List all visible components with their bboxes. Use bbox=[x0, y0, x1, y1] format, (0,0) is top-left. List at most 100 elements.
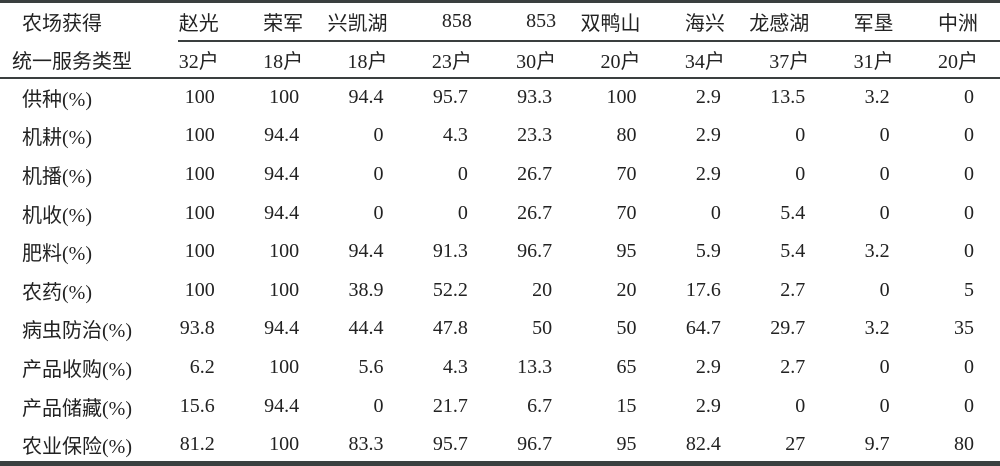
table-cell: 96.7 bbox=[517, 240, 553, 263]
table-row: 农药(%) 100 100 38.9 52.2 20 20 17.6 2.7 0 5 bbox=[0, 271, 1000, 310]
household-count: 31户 bbox=[853, 50, 894, 73]
row-label: 产品储藏(%) bbox=[22, 397, 132, 420]
table-cell: 50 bbox=[532, 317, 553, 340]
row-label: 产品收购(%) bbox=[22, 358, 132, 381]
farm-header: 军垦 bbox=[853, 13, 894, 35]
table-cell: 82.4 bbox=[685, 433, 721, 456]
table-cell: 20 bbox=[616, 278, 637, 301]
table-cell: 100 bbox=[606, 85, 637, 108]
table-row: 机播(%) 100 94.4 0 0 26.7 70 2.9 0 0 0 bbox=[0, 155, 1000, 194]
table-cell: 0 bbox=[879, 201, 890, 224]
table-cell: 70 bbox=[616, 201, 637, 224]
table-cell: 9.7 bbox=[864, 433, 890, 456]
header-bottom-rule bbox=[0, 77, 1000, 79]
table-row: 产品储藏(%) 15.6 94.4 0 21.7 6.7 15 2.9 0 0 0 bbox=[0, 387, 1000, 426]
header-row-farms: 农场获得 赵光 荣军 兴凯湖 858 853 双鸭山 海兴 龙感湖 军垦 中洲 bbox=[0, 3, 1000, 40]
table-cell: 95 bbox=[616, 240, 637, 263]
farm-header: 赵光 bbox=[178, 13, 219, 35]
top-rule bbox=[0, 0, 1000, 3]
row-label: 机收(%) bbox=[22, 204, 92, 227]
table-cell: 0 bbox=[964, 201, 974, 224]
farm-header: 荣军 bbox=[263, 13, 304, 35]
table-cell: 93.3 bbox=[517, 85, 553, 108]
row-label: 病虫防治(%) bbox=[22, 320, 132, 343]
table-cell: 3.2 bbox=[864, 85, 890, 108]
table-cell: 6.2 bbox=[189, 355, 215, 378]
table-cell: 0 bbox=[710, 201, 721, 224]
table-cell: 100 bbox=[184, 240, 215, 263]
table-cell: 94.4 bbox=[348, 85, 384, 108]
household-count: 30户 bbox=[516, 50, 557, 73]
table-cell: 26.7 bbox=[517, 201, 553, 224]
table-cell: 94.4 bbox=[264, 162, 300, 185]
table-cell: 17.6 bbox=[685, 278, 721, 301]
service-type-table: 农场获得 赵光 荣军 兴凯湖 858 853 双鸭山 海兴 龙感湖 军垦 中洲 统一服务类型 32… bbox=[0, 3, 1000, 464]
table-cell: 94.4 bbox=[348, 240, 384, 263]
table-cell: 100 bbox=[269, 433, 300, 456]
table-cell: 0 bbox=[457, 201, 468, 224]
table-cell: 15.6 bbox=[179, 394, 215, 417]
table-cell: 64.7 bbox=[685, 317, 721, 340]
household-count: 32户 bbox=[178, 50, 219, 73]
table-cell: 0 bbox=[373, 394, 384, 417]
table-row: 肥料(%) 100 100 94.4 91.3 96.7 95 5.9 5.4 3.2 0 bbox=[0, 232, 1000, 271]
table-cell: 100 bbox=[184, 162, 215, 185]
table-cell: 100 bbox=[184, 124, 215, 147]
household-count: 18户 bbox=[347, 50, 388, 73]
farm-header: 双鸭山 bbox=[580, 13, 641, 35]
table-cell: 44.4 bbox=[348, 317, 384, 340]
row-label: 肥料(%) bbox=[22, 243, 92, 266]
farm-header: 龙感湖 bbox=[749, 13, 810, 35]
table-cell: 26.7 bbox=[517, 162, 553, 185]
table-cell: 0 bbox=[879, 162, 890, 185]
row-label: 机耕(%) bbox=[22, 127, 92, 150]
table-cell: 95 bbox=[616, 433, 637, 456]
table-cell: 5.4 bbox=[780, 240, 806, 263]
table-row: 产品收购(%) 6.2 100 5.6 4.3 13.3 65 2.9 2.7 0 0 bbox=[0, 348, 1000, 387]
table-cell: 47.8 bbox=[432, 317, 468, 340]
household-count: 37户 bbox=[769, 50, 810, 73]
table-cell: 23.3 bbox=[517, 124, 553, 147]
table-cell: 100 bbox=[184, 85, 215, 108]
table-cell: 4.3 bbox=[442, 124, 468, 147]
table-cell: 38.9 bbox=[348, 278, 384, 301]
table-cell: 95.7 bbox=[432, 85, 468, 108]
table-cell: 100 bbox=[184, 201, 215, 224]
table-cell: 2.9 bbox=[695, 85, 721, 108]
header-mid-rule bbox=[178, 40, 1000, 42]
header-row-households: 统一服务类型 32户 18户 18户 23户 30户 20户 34户 37户 31户 20户 bbox=[0, 40, 1000, 78]
table-row: 病虫防治(%) 93.8 94.4 44.4 47.8 50 50 64.7 29.7 3.2 35 bbox=[0, 310, 1000, 349]
table-cell: 27 bbox=[785, 433, 806, 456]
table-cell: 0 bbox=[795, 394, 806, 417]
table-cell: 0 bbox=[879, 394, 890, 417]
table-cell: 94.4 bbox=[264, 201, 300, 224]
table-cell: 81.2 bbox=[179, 433, 215, 456]
table-row: 机收(%) 100 94.4 0 0 26.7 70 0 5.4 0 0 bbox=[0, 194, 1000, 233]
table-cell: 3.2 bbox=[864, 317, 890, 340]
table-cell: 2.7 bbox=[780, 278, 806, 301]
table-cell: 2.9 bbox=[695, 394, 721, 417]
table-cell: 5.4 bbox=[780, 201, 806, 224]
table-cell: 5.9 bbox=[695, 240, 721, 263]
table-cell: 0 bbox=[964, 394, 974, 417]
table-cell: 0 bbox=[373, 162, 384, 185]
farm-header: 853 bbox=[526, 10, 557, 32]
table-cell: 94.4 bbox=[264, 394, 300, 417]
table-cell: 0 bbox=[879, 278, 890, 301]
table-cell: 0 bbox=[795, 124, 806, 147]
table-cell: 2.9 bbox=[695, 162, 721, 185]
table-cell: 2.9 bbox=[695, 355, 721, 378]
farm-header: 858 bbox=[441, 10, 472, 32]
household-count: 18户 bbox=[263, 50, 304, 73]
table-row: 农业保险(%) 81.2 100 83.3 95.7 96.7 95 82.4 27 9.7 80 bbox=[0, 425, 1000, 464]
household-count: 34户 bbox=[684, 50, 725, 73]
farm-header: 海兴 bbox=[684, 13, 725, 35]
table-cell: 0 bbox=[964, 355, 974, 378]
table-cell: 0 bbox=[795, 162, 806, 185]
table-cell: 0 bbox=[964, 162, 974, 185]
table-cell: 95.7 bbox=[432, 433, 468, 456]
table-cell: 35 bbox=[954, 317, 974, 340]
table-cell: 29.7 bbox=[770, 317, 806, 340]
household-count: 23户 bbox=[431, 50, 472, 73]
row-label: 农业保险(%) bbox=[22, 436, 132, 459]
